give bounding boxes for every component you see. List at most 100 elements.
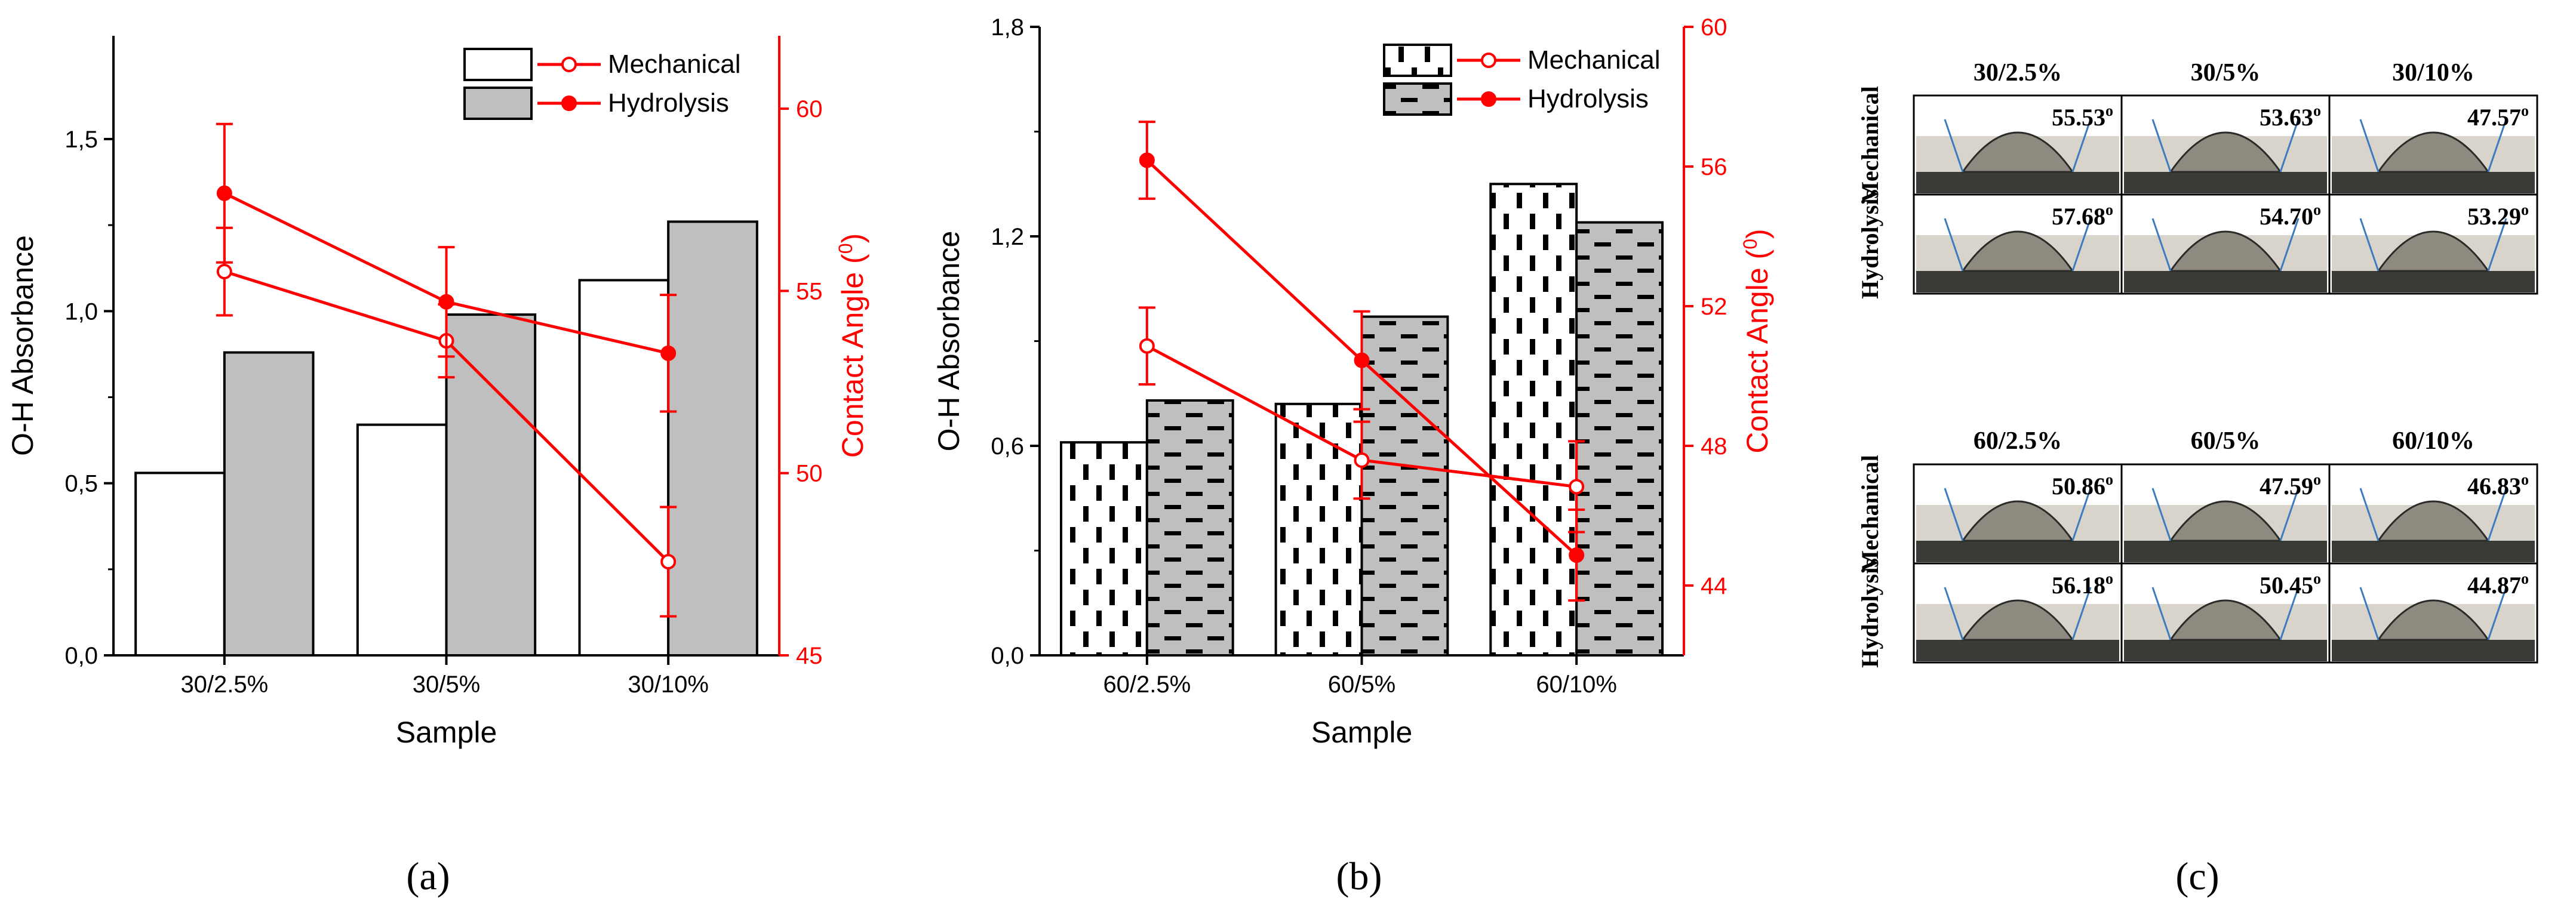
droplet-substrate <box>2124 541 2327 562</box>
droplet-image: 54.70o <box>2120 193 2331 295</box>
y-tick-label: 0,5 <box>64 471 98 497</box>
droplet-shape <box>2377 230 2490 272</box>
x-tick-label: 60/5% <box>1328 671 1395 698</box>
tangent-line-left <box>1944 218 1964 272</box>
y2-tick-label: 55 <box>796 278 823 304</box>
degree-symbol: o <box>2105 570 2113 587</box>
tangent-line-right <box>2279 218 2300 272</box>
chart-a: 0,0 0,5 1,0 1,5 45 50 55 60 30/2.5% 30/5% 30/10% Sa… <box>6 36 869 749</box>
contact-angle-number: 50.45 <box>2260 572 2313 599</box>
droplet-shape <box>2377 599 2490 641</box>
contact-angle-number: 54.70 <box>2260 203 2313 230</box>
tangent-line-right <box>2487 119 2507 172</box>
contact-angle-value: 50.86o <box>2052 471 2113 500</box>
y2-tick-label: 60 <box>796 96 823 122</box>
tangent-line-left <box>1944 587 1964 640</box>
tangent-line-left <box>1944 119 1964 172</box>
x-tick-label: 30/5% <box>413 671 480 698</box>
bar-hydrolysis-3 <box>667 220 758 657</box>
y-tick-label: 1,5 <box>64 127 98 153</box>
droplet-image: 47.57o <box>2328 94 2538 196</box>
legend-label: Mechanical <box>1527 45 1661 75</box>
tangent-line-left <box>2151 119 2172 172</box>
legend-swatch-hydrolysis <box>463 87 533 120</box>
point-hydrolysis-3 <box>660 345 677 361</box>
y2-tick-label: 48 <box>1701 433 1727 460</box>
contact-angle-number: 47.57 <box>2467 104 2521 131</box>
contact-angle-value: 55.53o <box>2052 102 2113 131</box>
tangent-line-left <box>2359 587 2380 640</box>
droplet-shape <box>1961 230 2074 272</box>
tangent-line-left <box>1944 488 1964 541</box>
y2-axis-title-suffix: ) <box>836 233 869 244</box>
tangent-line-right <box>2487 488 2507 541</box>
contact-angle-number: 53.29 <box>2467 203 2521 230</box>
point-mechanical-3 <box>1569 479 1585 495</box>
legend-swatch-mechanical <box>1383 44 1452 77</box>
y-tick-label: 0,6 <box>991 433 1024 460</box>
point-mechanical-2 <box>1354 452 1370 468</box>
tangent-line-right <box>2487 587 2507 640</box>
droplet-substrate <box>2332 640 2535 661</box>
droplet-substrate <box>1916 271 2119 292</box>
y-tick-label: 1,0 <box>64 298 98 325</box>
contact-angle-number: 55.53 <box>2052 104 2105 131</box>
droplet-image: 50.45o <box>2120 562 2331 664</box>
droplet-shape <box>2169 500 2282 542</box>
tangent-line-left <box>2359 488 2380 541</box>
droplet-image: 56.18o <box>1913 562 2123 664</box>
droplet-image: 47.59o <box>2120 463 2331 565</box>
droplet-image: 53.63o <box>2120 94 2331 196</box>
droplet-row-label: Mechanical <box>1856 86 1883 204</box>
tangent-line-left <box>2151 488 2172 541</box>
x-tick-label: 60/2.5% <box>1103 671 1191 698</box>
legend-label: Hydrolysis <box>1527 84 1649 113</box>
droplet-substrate <box>2332 172 2535 193</box>
y2-tick-label: 50 <box>796 461 823 487</box>
droplet-shape <box>2169 230 2282 272</box>
droplet-substrate <box>1916 640 2119 661</box>
chart-b: 0,0 0,6 1,2 1,8 44 48 52 56 60 60/2.5% 60/5% 60/10%… <box>932 14 1774 749</box>
droplet-substrate <box>2124 172 2327 193</box>
y2-tick-label: 56 <box>1701 154 1727 180</box>
droplet-substrate <box>1916 172 2119 193</box>
droplet-column-title: 30/5% <box>2191 59 2261 87</box>
droplet-image: 55.53o <box>1913 94 2123 196</box>
y2-axis-title-suffix: ) <box>1741 229 1774 239</box>
contact-angle-value: 54.70o <box>2260 201 2321 230</box>
y-axis-title: O-H Absorbance <box>932 231 966 452</box>
droplet-substrate <box>2332 541 2535 562</box>
droplet-column-title: 30/10% <box>2392 59 2474 87</box>
y-tick-label: 0,0 <box>991 643 1024 669</box>
legend-swatch-hydrolysis <box>1383 82 1452 116</box>
tangent-line-left <box>2151 587 2172 640</box>
y2-axis-title: Contact Angle (0) <box>1739 229 1774 453</box>
bar-hydrolysis-2 <box>445 313 537 657</box>
droplet-shape <box>2169 599 2282 641</box>
droplet-image: 50.86o <box>1913 463 2123 565</box>
tangent-line-right <box>2279 488 2300 541</box>
point-mechanical-1 <box>1139 338 1155 354</box>
bar-mechanical-1 <box>1059 441 1148 657</box>
contact-angle-value: 47.57o <box>2467 102 2529 131</box>
bar-mechanical-1 <box>134 472 226 657</box>
droplet-substrate <box>2332 271 2535 292</box>
legend-label: Hydrolysis <box>608 88 729 118</box>
contact-angle-value: 53.63o <box>2260 102 2321 131</box>
point-hydrolysis-2 <box>438 294 454 310</box>
tangent-line-right <box>2071 119 2092 172</box>
legend-swatch-mechanical <box>463 48 533 81</box>
droplet-row-label: Hydrolysis <box>1856 189 1883 299</box>
panel-label-a: (a) <box>406 855 450 898</box>
droplet-row-label: Mechanical <box>1856 455 1883 573</box>
droplet-column-title: 60/10% <box>2392 427 2474 455</box>
contact-angle-value: 46.83o <box>2467 471 2529 500</box>
tangent-line-right <box>2071 488 2092 541</box>
degree-symbol: o <box>2521 201 2529 218</box>
droplet-shape <box>1961 599 2074 641</box>
legend-marker <box>1481 53 1496 68</box>
droplet-column-title: 60/2.5% <box>1974 427 2062 455</box>
contact-angle-number: 56.18 <box>2052 572 2105 599</box>
legend-marker <box>561 57 577 72</box>
